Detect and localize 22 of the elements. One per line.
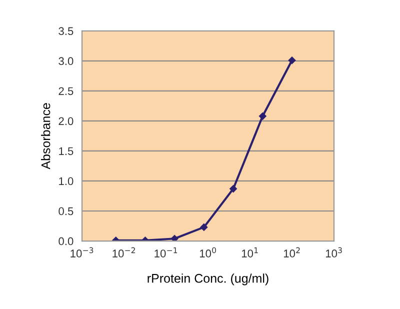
point <box>170 234 178 242</box>
point <box>259 112 266 120</box>
y-tick-label: 1.5 <box>59 147 74 156</box>
x-tick-label: 10$^{0}$ <box>200 247 216 258</box>
point <box>230 185 237 192</box>
y-tick-label: 0.5 <box>58 207 74 216</box>
y-tick-label: 3.5 <box>58 27 74 36</box>
x-axis-title: rProtein Conc. (ug/ml) <box>148 274 268 286</box>
y-axis-title: Absorbance <box>41 103 50 170</box>
point <box>288 56 296 64</box>
point <box>200 224 208 231</box>
x-tick-label: 10$^{2}$ <box>284 247 300 258</box>
x-tick-label: 10$^{1}$ <box>242 247 258 258</box>
x-tick-label: 10$^{−1}$ <box>154 247 178 258</box>
y-tick-label: 3.0 <box>58 57 74 66</box>
x-tick-label: 10$^{−3}$ <box>70 247 94 258</box>
y-tick-label: 1.0 <box>59 177 74 186</box>
x-tick-label: 10$^{3}$ <box>326 247 342 258</box>
y-tick-label: 0.0 <box>58 237 74 246</box>
y-tick-label: 2.0 <box>58 117 74 126</box>
y-tick-label: 2.5 <box>58 87 74 96</box>
x-tick-label: 10$^{−2}$ <box>112 247 135 258</box>
